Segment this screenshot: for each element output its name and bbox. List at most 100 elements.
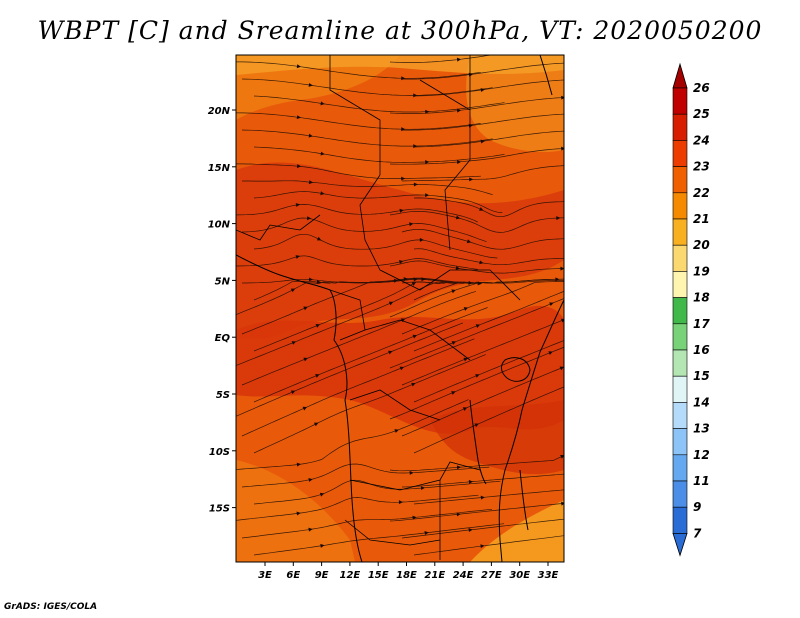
streamline-arrow (561, 501, 564, 506)
streamline-arrow (413, 182, 418, 187)
streamline-arrow (420, 486, 425, 491)
streamline-arrow (296, 462, 301, 467)
lon-tick-label: 15E (368, 570, 389, 581)
streamline-arrow (398, 500, 403, 505)
streamline-arrow (296, 64, 301, 69)
streamline-arrow (411, 382, 416, 387)
lake-malawi (519, 469, 529, 531)
lat-tick-label: 5S (216, 390, 230, 401)
streamline-arrow (320, 543, 325, 548)
streamline-arrow (466, 239, 472, 244)
streamline-arrow (290, 390, 296, 395)
colorbar-bottom-triangle (672, 533, 688, 557)
streamline-arrow (290, 288, 296, 293)
streamline-arrow (308, 180, 314, 185)
streamline-arrow (561, 95, 564, 100)
streamline-arrow (313, 422, 319, 427)
streamline (253, 95, 505, 113)
streamline-arrow (412, 515, 417, 520)
streamline-arrow (296, 511, 301, 516)
streamline (241, 129, 493, 147)
lon-tick-label: 3E (258, 570, 272, 581)
colorbar-label: 24 (693, 133, 710, 147)
colorbar: 26 25 24 23 22 21 20 19 18 17 16 15 14 13 12 11 9 7 (672, 62, 710, 557)
border-9 (344, 519, 441, 546)
streamline-arrow (399, 208, 404, 213)
wbpt-22c-zone-northeast (466, 55, 564, 152)
country-borders (236, 55, 521, 560)
streamline (241, 78, 493, 96)
colorbar-swatch (672, 297, 688, 325)
streamline (413, 130, 564, 148)
streamline-arrow (480, 139, 485, 144)
streamline-arrow (308, 527, 313, 532)
lon-tick-label: 27E (481, 570, 502, 581)
streamline-arrow (303, 306, 308, 311)
streamline-arrow (307, 216, 312, 221)
streamline (253, 479, 501, 505)
streamline (389, 455, 564, 472)
streamline-arrow (469, 177, 474, 182)
colorbar-label: 26 (693, 81, 710, 95)
streamline-arrow (548, 351, 553, 356)
colorbar-swatch (672, 480, 688, 508)
streamline (401, 366, 564, 437)
nile-red-sea-coast (539, 55, 553, 96)
lat-tick-label: 5N (215, 276, 231, 287)
colorbar-label: 25 (693, 107, 710, 121)
map-title: WBPT [C] and Sreamline at 300hPa, VT: 20… (37, 16, 763, 45)
streamline-arrow (560, 266, 564, 271)
streamline-arrow (456, 465, 462, 470)
streamline-arrow (421, 277, 426, 282)
streamline-arrow (388, 350, 393, 355)
lon-tick-label: 18E (396, 570, 417, 581)
streamline-arrow (455, 215, 461, 220)
streamline (389, 502, 564, 522)
streamline-arrow (319, 492, 325, 497)
colorbar-swatch (672, 218, 688, 246)
colorbar-label: 17 (693, 317, 710, 331)
streamline (236, 204, 478, 223)
streamline-arrow (295, 255, 300, 259)
streamline (253, 354, 486, 454)
streamline-arrow (451, 391, 456, 395)
colorbar-label: 16 (693, 343, 710, 357)
colorbar-label: 13 (693, 422, 710, 436)
streamline (389, 210, 564, 233)
streamline-arrow (463, 357, 468, 362)
streamline-arrow (479, 207, 484, 211)
lon-tick-label: 12E (340, 570, 361, 581)
streamline-arrow (296, 164, 302, 169)
streamline-arrow (413, 277, 418, 282)
streamline (253, 233, 498, 259)
border-6 (364, 319, 471, 361)
streamline-arrow (308, 82, 313, 87)
streamline-arrow (394, 429, 399, 433)
streamline (413, 386, 564, 454)
colorbar-label: 22 (693, 186, 710, 200)
border-1 (329, 55, 381, 175)
streamline-arrow (479, 260, 484, 265)
streamline (236, 112, 481, 130)
streamline-arrow (475, 324, 481, 328)
streamline-arrow (308, 477, 313, 482)
streamline-arrow (315, 374, 320, 378)
colorbar-swatch (672, 402, 688, 429)
coastlines-borders (236, 55, 564, 562)
plot-frame (235, 54, 565, 563)
streamline-arrow (393, 278, 399, 283)
lon-tick-label: 6E (286, 570, 300, 581)
colorbar-swatch (672, 506, 688, 534)
streamline (401, 165, 564, 182)
streamline-arrow (403, 277, 408, 282)
streamline-arrow (451, 341, 457, 345)
streamline-arrow (556, 216, 561, 221)
streamline-arrow (302, 406, 308, 411)
streamline-arrow (560, 455, 564, 459)
streamline-arrow (424, 530, 429, 535)
colorbar-swatch (672, 349, 688, 377)
wbpt-21c-zone-southeast (470, 500, 564, 562)
streamline-arrow (480, 544, 485, 549)
streamline-arrow (413, 93, 418, 98)
streamline-arrow (455, 266, 460, 270)
